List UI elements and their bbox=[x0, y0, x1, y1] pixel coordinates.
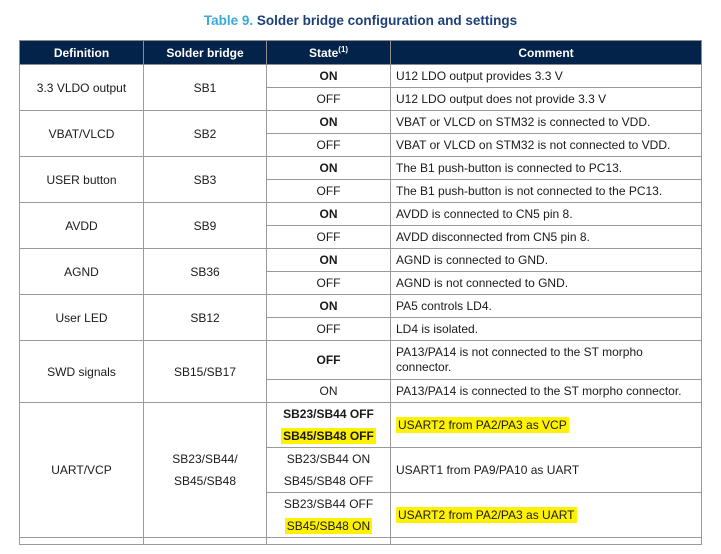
footnote-ref: (1) bbox=[338, 45, 349, 54]
table-number: Table 9. bbox=[203, 13, 254, 28]
header-solder-bridge: Solder bridge bbox=[143, 40, 267, 65]
table-row: USER button SB3 ON The B1 push-button is… bbox=[19, 156, 702, 203]
table-caption: Solder bridge configuration and settings bbox=[256, 13, 518, 28]
state-cell: SB23/SB44 OFF SB45/SB48 OFF bbox=[266, 402, 391, 448]
header-row: Definition Solder bridge State(1) Commen… bbox=[19, 40, 702, 65]
bridge-cell: SB9 bbox=[143, 202, 267, 249]
comment-cell: AVDD disconnected from CN5 pin 8. bbox=[390, 225, 702, 249]
bridge-cell: SB12 bbox=[143, 294, 267, 341]
bridge-cell: SB2 bbox=[143, 110, 267, 157]
comment-cell: VBAT or VLCD on STM32 is not connected t… bbox=[390, 133, 702, 157]
comment-cell: U12 LDO output provides 3.3 V bbox=[390, 64, 702, 88]
state-line: SB45/SB48 OFF bbox=[283, 474, 374, 488]
comment-cell: VBAT or VLCD on STM32 is connected to VD… bbox=[390, 110, 702, 134]
definition-cell: SWD signals bbox=[19, 340, 144, 403]
table-row: AVDD SB9 ON AVDD is connected to CN5 pin… bbox=[19, 202, 702, 249]
bridge-cell: SB23/SB44/ SB45/SB48 bbox=[143, 402, 267, 538]
comment-cell: U12 LDO output does not provide 3.3 V bbox=[390, 87, 702, 111]
state-cell: ON bbox=[266, 248, 391, 272]
header-comment: Comment bbox=[390, 40, 702, 65]
state-cell: OFF bbox=[266, 340, 391, 380]
comment-cell: PA5 controls LD4. bbox=[390, 294, 702, 318]
table-row: OFF The B1 push-button is not connected … bbox=[20, 179, 702, 203]
bridge-line: SB45/SB48 bbox=[173, 474, 237, 488]
state-cell: ON bbox=[266, 379, 391, 403]
comment-cell: The B1 push-button is not connected to t… bbox=[390, 179, 702, 203]
table-title: Table 9. Solder bridge configuration and… bbox=[0, 13, 721, 28]
comment-cell: USART2 from PA2/PA3 as VCP bbox=[390, 402, 702, 448]
comment-cell: AGND is not connected to GND. bbox=[390, 271, 702, 295]
state-cell: SB23/SB44 ON SB45/SB48 OFF bbox=[266, 447, 391, 493]
table-row: User LED SB12 ON PA5 controls LD4. bbox=[19, 294, 702, 341]
state-cell: SB23/SB44 OFF SB45/SB48 ON bbox=[266, 492, 391, 538]
header-state: State(1) bbox=[266, 40, 391, 65]
header-state-label: State bbox=[308, 46, 339, 60]
comment-highlighted: USART2 from PA2/PA3 as VCP bbox=[396, 417, 569, 433]
bridge-cell: SB3 bbox=[143, 156, 267, 203]
table-row: SWD signals SB15/SB17 OFF PA13/PA14 is n… bbox=[19, 340, 702, 403]
comment-cell: AGND is connected to GND. bbox=[390, 248, 702, 272]
comment-cell: PA13/PA14 is not connected to the ST mor… bbox=[390, 340, 702, 380]
table-row: OFF U12 LDO output does not provide 3.3 … bbox=[20, 87, 702, 111]
definition-cell: AGND bbox=[19, 248, 144, 295]
state-line-highlighted: SB45/SB48 OFF bbox=[281, 428, 376, 444]
state-line: SB23/SB44 OFF bbox=[283, 407, 374, 421]
comment-cell: The B1 push-button is connected to PC13. bbox=[390, 156, 702, 180]
table-row: OFF VBAT or VLCD on STM32 is not connect… bbox=[20, 133, 702, 157]
table-row: OFF AVDD disconnected from CN5 pin 8. bbox=[20, 225, 702, 249]
comment-cell: AVDD is connected to CN5 pin 8. bbox=[390, 202, 702, 226]
comment-cell: PA13/PA14 is connected to the ST morpho … bbox=[390, 379, 702, 403]
table-row: OFF LD4 is isolated. bbox=[20, 317, 702, 341]
definition-cell: 3.3 VLDO output bbox=[19, 64, 144, 111]
state-cell: ON bbox=[266, 110, 391, 134]
definition-cell: UART/VCP bbox=[19, 402, 144, 538]
state-cell: OFF bbox=[266, 133, 391, 157]
state-cell: OFF bbox=[266, 225, 391, 249]
table-row: SB23/SB44 OFF SB45/SB48 ON USART2 from P… bbox=[20, 492, 702, 538]
definition-cell: User LED bbox=[19, 294, 144, 341]
state-cell: OFF bbox=[266, 179, 391, 203]
state-cell: ON bbox=[266, 64, 391, 88]
bridge-line: SB23/SB44/ bbox=[172, 452, 238, 466]
bridge-cell: SB1 bbox=[143, 64, 267, 111]
definition-cell: USER button bbox=[19, 156, 144, 203]
table-row: VBAT/VLCD SB2 ON VBAT or VLCD on STM32 i… bbox=[19, 110, 702, 157]
comment-cell: USART1 from PA9/PA10 as UART bbox=[390, 447, 702, 493]
bridge-cell: SB36 bbox=[143, 248, 267, 295]
table-row: OFF AGND is not connected to GND. bbox=[20, 271, 702, 295]
state-cell: OFF bbox=[266, 271, 391, 295]
state-cell: ON bbox=[266, 156, 391, 180]
table-row: ON PA13/PA14 is connected to the ST morp… bbox=[20, 379, 702, 403]
table-row-cut bbox=[19, 537, 702, 545]
state-line: SB23/SB44 ON bbox=[286, 452, 371, 466]
header-definition: Definition bbox=[19, 40, 144, 65]
comment-cell: USART2 from PA2/PA3 as UART bbox=[390, 492, 702, 538]
definition-cell: AVDD bbox=[19, 202, 144, 249]
comment-highlighted: USART2 from PA2/PA3 as UART bbox=[396, 507, 577, 523]
table-row: SB23/SB44 ON SB45/SB48 OFF USART1 from P… bbox=[20, 447, 702, 493]
state-line-highlighted: SB45/SB48 ON bbox=[284, 518, 373, 534]
state-cell: ON bbox=[266, 294, 391, 318]
state-cell: OFF bbox=[266, 317, 391, 341]
definition-cell: VBAT/VLCD bbox=[19, 110, 144, 157]
state-line: SB23/SB44 OFF bbox=[283, 497, 374, 511]
bridge-cell: SB15/SB17 bbox=[143, 340, 267, 403]
table-row: AGND SB36 ON AGND is connected to GND. bbox=[19, 248, 702, 295]
table-row: 3.3 VLDO output SB1 ON U12 LDO output pr… bbox=[19, 64, 702, 111]
solder-bridge-table: Definition Solder bridge State(1) Commen… bbox=[19, 40, 702, 545]
comment-cell: LD4 is isolated. bbox=[390, 317, 702, 341]
table-row: UART/VCP SB23/SB44/ SB45/SB48 SB23/SB44 … bbox=[19, 402, 702, 538]
state-cell: ON bbox=[266, 202, 391, 226]
state-cell: OFF bbox=[266, 87, 391, 111]
